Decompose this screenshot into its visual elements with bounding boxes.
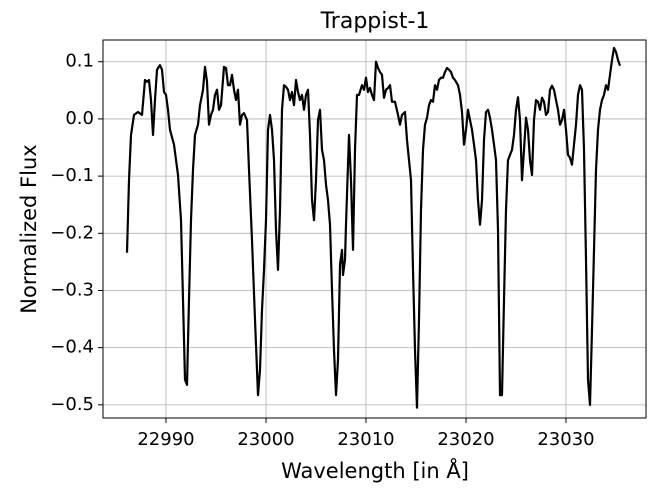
plot-frame	[102, 39, 647, 419]
spectrum-line	[125, 46, 622, 409]
x-tick-label: 22990	[137, 429, 194, 450]
y-tick-label: −0.2	[50, 222, 94, 243]
y-tick-label: −0.1	[50, 165, 94, 186]
y-tick-label: 0.0	[65, 108, 94, 129]
x-tick-label: 23010	[337, 429, 394, 450]
y-tick-label: −0.3	[50, 279, 94, 300]
x-axis-label: Wavelength [in Å]	[281, 457, 469, 483]
x-tick-label: 23000	[237, 429, 294, 450]
chart-title: Trappist-1	[320, 9, 430, 34]
x-tick-label: 23030	[537, 429, 594, 450]
x-tick-label: 23020	[437, 429, 494, 450]
y-tick-label: 0.1	[65, 51, 94, 72]
y-axis-label: Normalized Flux	[17, 144, 41, 313]
y-tick-label: −0.4	[50, 337, 94, 358]
y-tick-label: −0.5	[50, 394, 94, 415]
